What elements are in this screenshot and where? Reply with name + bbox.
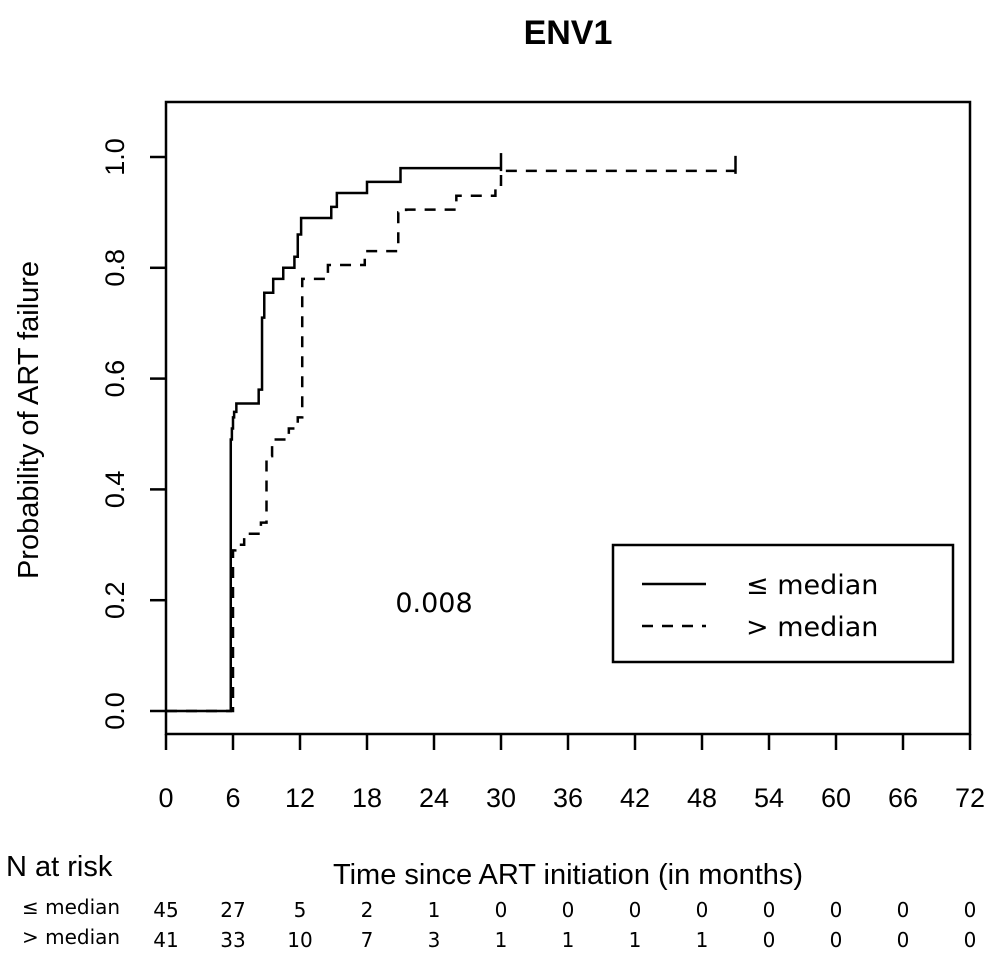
risk-value: 5 [294,898,307,922]
legend-label-le-median: ≤ median [746,570,878,601]
x-tick-label: 18 [352,783,382,813]
risk-row-label: ≤ median [22,895,120,919]
x-tick-label: 30 [486,783,516,813]
x-tick-label: 66 [888,783,918,813]
risk-value: 0 [830,898,843,922]
x-tick-label: 12 [285,783,315,813]
risk-value: 1 [428,898,441,922]
x-tick-label: 36 [553,783,583,813]
x-tick-label: 60 [821,783,851,813]
km-curve-le-median [166,166,501,713]
x-tick-label: 48 [687,783,717,813]
risk-value: 0 [763,898,776,922]
y-tick-label: 0.6 [100,360,130,398]
risk-row-label: > median [22,925,120,949]
risk-value: 0 [495,898,508,922]
y-axis-label: Probability of ART failure [13,261,45,579]
risk-value: 0 [897,898,910,922]
risk-value: 3 [428,928,441,952]
risk-value: 1 [696,928,709,952]
y-tick-label: 0.2 [100,581,130,619]
y-tick-label: 0.4 [100,471,130,509]
x-axis-label: Time since ART initiation (in months) [333,859,803,891]
risk-value: 0 [964,898,977,922]
risk-value: 41 [153,928,178,952]
p-value-annotation: 0.008 [395,588,472,619]
risk-value: 7 [361,928,374,952]
risk-value: 27 [220,898,245,922]
risk-table-header: N at risk [6,851,113,883]
x-tick-label: 6 [225,783,240,813]
risk-value: 10 [287,928,312,952]
risk-value: 33 [220,928,245,952]
legend-box [611,543,955,664]
risk-value: 2 [361,898,374,922]
risk-value: 0 [897,928,910,952]
x-tick-label: 72 [955,783,985,813]
km-curve-gt-median [166,169,736,713]
x-tick-label: 0 [158,783,173,813]
x-axis: 0 6 12 18 24 30 36 42 48 54 60 66 72 [158,734,985,813]
legend-label-gt-median: > median [746,612,878,643]
risk-value: 0 [763,928,776,952]
chart-title: ENV1 [524,14,613,52]
y-axis: 0.0 0.2 0.4 0.6 0.8 1.0 [100,138,166,730]
risk-value: 1 [562,928,575,952]
risk-value: 0 [830,928,843,952]
risk-value: 1 [629,928,642,952]
y-tick-label: 1.0 [100,138,130,176]
y-tick-label: 0.0 [100,692,130,730]
risk-value: 0 [629,898,642,922]
risk-value: 0 [964,928,977,952]
risk-value: 1 [495,928,508,952]
series-layer [166,153,737,713]
legend: ≤ median > median [611,543,955,664]
x-tick-label: 24 [419,783,449,813]
risk-value: 0 [696,898,709,922]
risk-table: ≤ median 45 27 5 2 1 0 0 0 0 0 0 0 0> median 41 33 10 7 3 1… [22,895,976,952]
x-tick-label: 42 [620,783,650,813]
risk-value: 45 [153,898,178,922]
y-tick-label: 0.8 [100,249,130,287]
x-tick-label: 54 [754,783,784,813]
risk-value: 0 [562,898,575,922]
